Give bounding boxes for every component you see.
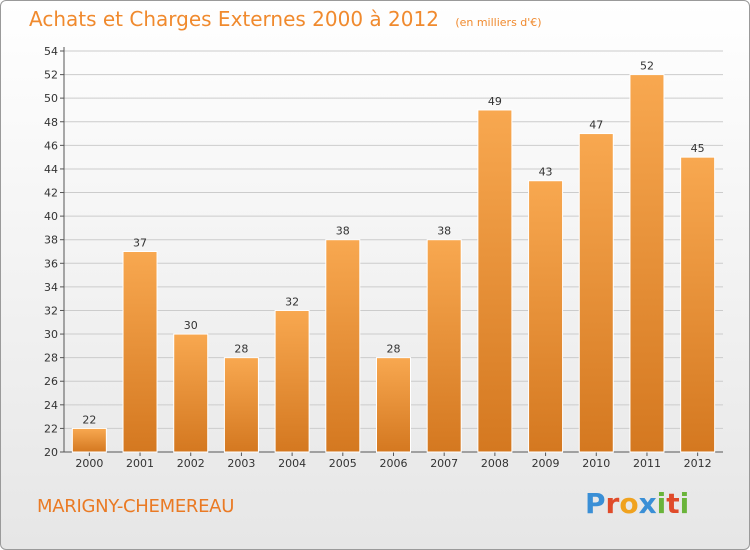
- x-tick-label: 2006: [380, 457, 408, 470]
- bar-value-label: 45: [691, 142, 705, 155]
- y-tick-label: 46: [44, 139, 58, 152]
- bar-value-label: 28: [387, 343, 401, 356]
- x-tick-label: 2012: [684, 457, 712, 470]
- chart-title: Achats et Charges Externes 2000 à 2012 (…: [29, 7, 542, 31]
- bar: [477, 109, 513, 453]
- bar-value-label: 30: [184, 319, 198, 332]
- x-tick-label: 2009: [532, 457, 560, 470]
- x-tick-label: 2007: [430, 457, 458, 470]
- city-name: MARIGNY-CHEMEREAU: [37, 496, 235, 517]
- proxiti-logo: Proxiti: [585, 487, 690, 520]
- y-tick-label: 52: [44, 69, 58, 82]
- bar-value-label: 32: [285, 295, 299, 308]
- y-tick-label: 54: [44, 45, 58, 58]
- bar: [325, 239, 361, 453]
- bar-value-label: 22: [82, 413, 96, 426]
- x-tick-label: 2011: [633, 457, 661, 470]
- bar: [122, 251, 158, 453]
- labels: 20 22 24 26 28 30 32 34 36 38 40 42 44 46 48 50 52 54 22 20…: [44, 45, 712, 470]
- x-tick-label: 2005: [329, 457, 357, 470]
- y-tick-label: 42: [44, 187, 58, 200]
- x-tick-label: 2003: [227, 457, 255, 470]
- bar-value-label: 47: [589, 119, 603, 132]
- bars: [71, 74, 716, 453]
- bar: [173, 333, 209, 453]
- bar-value-label: 28: [234, 343, 248, 356]
- bar: [71, 427, 107, 453]
- y-tick-label: 26: [44, 375, 58, 388]
- y-tick-label: 40: [44, 210, 58, 223]
- bar-value-label: 38: [437, 225, 451, 238]
- x-tick-label: 2000: [75, 457, 103, 470]
- y-tick-label: 20: [44, 446, 58, 459]
- bar: [528, 180, 564, 453]
- bar: [376, 357, 411, 453]
- bar: [274, 309, 310, 453]
- y-tick-label: 22: [44, 422, 58, 435]
- x-tick-label: 2002: [177, 457, 205, 470]
- bar-value-label: 52: [640, 60, 654, 73]
- y-tick-label: 24: [44, 399, 58, 412]
- y-tick-label: 44: [44, 163, 58, 176]
- y-tick-label: 30: [44, 328, 58, 341]
- bar-value-label: 43: [539, 166, 553, 179]
- bar: [578, 133, 614, 453]
- bar-value-label: 38: [336, 225, 350, 238]
- y-tick-label: 32: [44, 304, 58, 317]
- x-tick-label: 2008: [481, 457, 509, 470]
- y-tick-label: 50: [44, 92, 58, 105]
- bar: [223, 357, 259, 453]
- bar-value-label: 37: [133, 237, 147, 250]
- y-tick-label: 34: [44, 281, 58, 294]
- bar: [629, 74, 665, 453]
- y-tick-label: 36: [44, 257, 58, 270]
- bar-value-label: 49: [488, 95, 502, 108]
- y-tick-label: 48: [44, 116, 58, 129]
- x-tick-label: 2001: [126, 457, 154, 470]
- bar: [426, 239, 462, 453]
- chart-title-text: Achats et Charges Externes 2000 à 2012: [29, 7, 439, 31]
- chart-unit: (en milliers d'€): [455, 16, 542, 29]
- bar: [680, 156, 716, 453]
- x-tick-label: 2004: [278, 457, 306, 470]
- x-tick-label: 2010: [582, 457, 610, 470]
- y-tick-label: 38: [44, 234, 58, 247]
- y-tick-label: 28: [44, 352, 58, 365]
